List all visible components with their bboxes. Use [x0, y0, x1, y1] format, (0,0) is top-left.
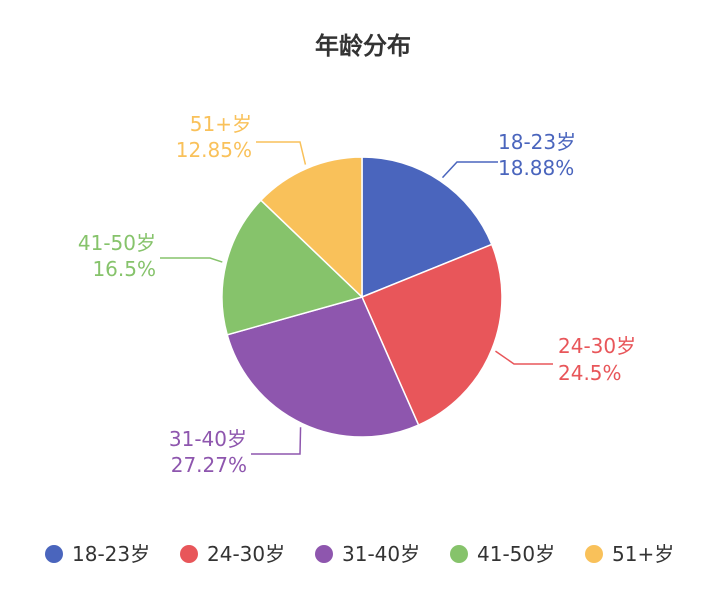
legend-label-1: 24-30岁	[207, 542, 285, 566]
pie-slice-2[interactable]	[226, 296, 420, 438]
legend: 18-23岁 24-30岁 31-40岁 41-50岁 51+岁	[45, 542, 674, 566]
legend-swatch-3	[450, 545, 468, 563]
legend-swatch-0	[45, 545, 63, 563]
slice-value-label-1: 24.5%	[558, 361, 622, 385]
leader-line-2	[251, 427, 302, 455]
pie-slice-0[interactable]	[361, 156, 493, 299]
chart-title: 年龄分布	[315, 32, 411, 60]
slice-value-label-0: 18.88%	[498, 156, 574, 180]
slice-category-label-3: 41-50岁	[78, 231, 156, 255]
legend-item-3[interactable]: 41-50岁	[450, 542, 555, 566]
legend-label-3: 41-50岁	[477, 542, 555, 566]
legend-label-2: 31-40岁	[342, 542, 420, 566]
legend-label-0: 18-23岁	[72, 542, 150, 566]
pie-slice-1[interactable]	[361, 243, 503, 427]
leader-line-0	[441, 161, 498, 179]
leader-line-1	[495, 350, 553, 365]
legend-item-1[interactable]: 24-30岁	[180, 542, 285, 566]
pie-slice-3[interactable]	[221, 199, 364, 336]
legend-item-2[interactable]: 31-40岁	[315, 542, 420, 566]
slice-value-label-4: 12.85%	[176, 138, 252, 162]
legend-item-4[interactable]: 51+岁	[585, 542, 674, 566]
slice-category-label-1: 24-30岁	[558, 334, 636, 358]
slice-category-label-4: 51+岁	[190, 112, 252, 136]
leader-lines	[160, 141, 553, 455]
legend-swatch-2	[315, 545, 333, 563]
legend-label-4: 51+岁	[612, 542, 674, 566]
pie-slices	[221, 156, 503, 438]
slice-category-label-0: 18-23岁	[498, 130, 576, 154]
slice-category-label-2: 31-40岁	[169, 427, 247, 451]
leader-line-3	[160, 257, 223, 263]
pie-slice-4[interactable]	[259, 156, 363, 299]
legend-swatch-4	[585, 545, 603, 563]
slice-value-label-2: 27.27%	[171, 453, 247, 477]
slice-value-label-3: 16.5%	[92, 257, 156, 281]
legend-item-0[interactable]: 18-23岁	[45, 542, 150, 566]
legend-swatch-1	[180, 545, 198, 563]
leader-line-4	[256, 141, 307, 165]
